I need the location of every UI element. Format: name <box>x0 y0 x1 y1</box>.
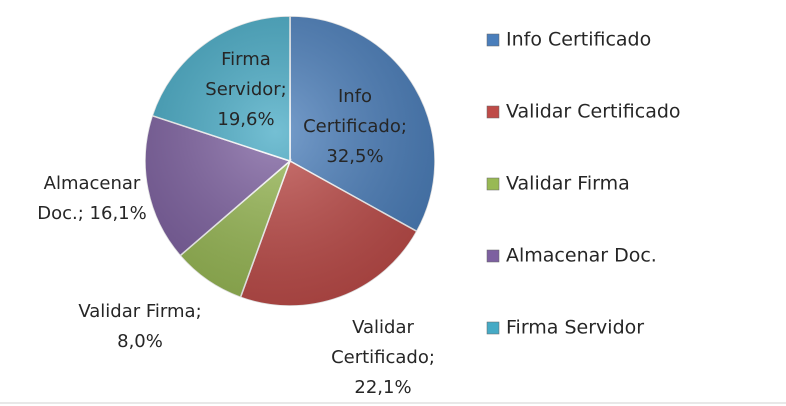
legend-label: Info Certificado <box>506 29 651 51</box>
legend-swatch <box>486 177 500 191</box>
legend-label: Firma Servidor <box>506 317 644 339</box>
legend-label: Almacenar Doc. <box>506 245 657 267</box>
legend-label: Validar Certificado <box>506 101 681 123</box>
data-label: Validar Certificado; 22,1% <box>331 317 435 398</box>
legend-label: Validar Firma <box>506 173 630 195</box>
legend-swatch <box>486 105 500 119</box>
legend-swatch <box>486 33 500 47</box>
data-label: Almacenar Doc.; 16,1% <box>37 173 147 224</box>
legend-swatch <box>486 321 500 335</box>
data-label: Info Certificado; 32,5% <box>303 86 407 167</box>
data-label: Validar Firma; 8,0% <box>78 301 202 352</box>
legend-swatch <box>486 249 500 263</box>
data-label: Firma Servidor; 19,6% <box>205 49 287 130</box>
